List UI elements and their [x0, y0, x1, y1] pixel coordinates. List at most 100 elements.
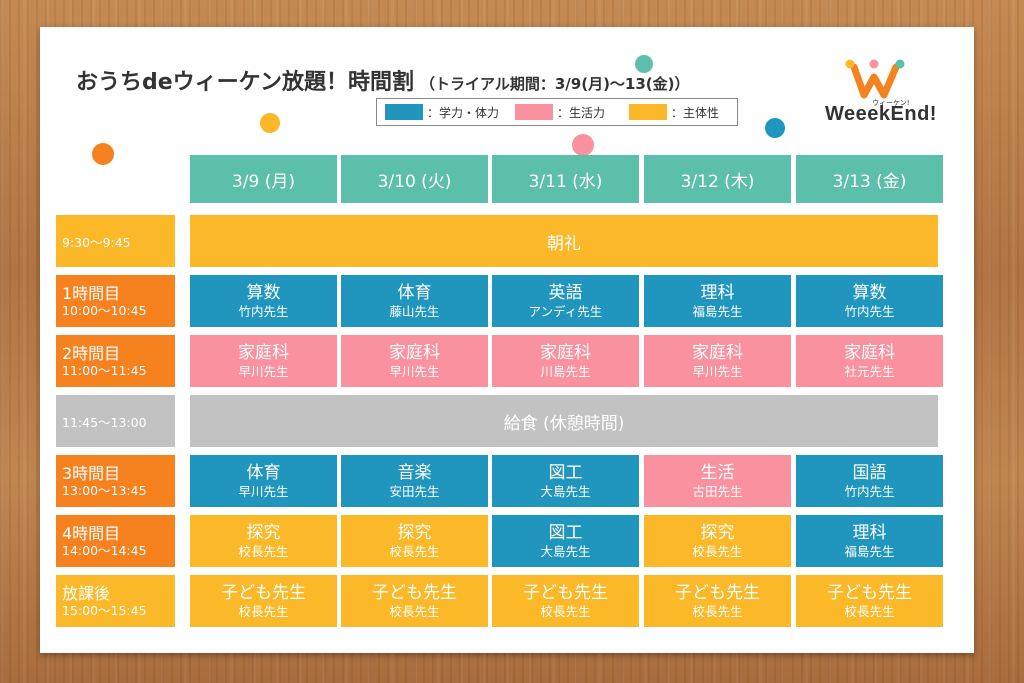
legend-item-life: ：生活力 [515, 104, 605, 120]
period-name: 3時間目 [62, 464, 121, 483]
lesson-teacher: 校長先生 [540, 603, 591, 619]
lesson-teacher: 安田先生 [389, 483, 440, 499]
lesson-subject: 音楽 [397, 462, 432, 483]
lesson-subject: 子ども先生 [675, 582, 760, 603]
logo-text: WeeekEnd! [825, 103, 937, 125]
lesson-teacher: 校長先生 [238, 543, 289, 559]
legend: ：学力・体力 ：生活力 ：主体性 [376, 98, 738, 126]
lesson-cell: 理科 福島先生 [796, 515, 943, 567]
logo-small-text: ウィーケン! [872, 99, 910, 107]
decor-dot-orange [92, 143, 114, 165]
lesson-teacher: 校長先生 [692, 603, 743, 619]
lesson-cell: 体育 早川先生 [190, 455, 337, 507]
period-time-cell: 1時間目 10:00〜10:45 [56, 275, 175, 327]
page-title: おうちdeウィーケン放題！時間割 （トライアル期間：3/9(月)〜13(金)） [76, 64, 690, 96]
lesson-cell: 図工 大島先生 [492, 455, 639, 507]
period-time-cell: 9:30〜9:45 [56, 215, 175, 267]
title-main: おうちdeウィーケン放題！時間割 [76, 70, 415, 95]
period-name: 1時間目 [62, 284, 121, 303]
title-subtitle: （トライアル期間：3/9(月)〜13(金)） [420, 75, 690, 93]
lesson-cell: 家庭科 早川先生 [644, 335, 791, 387]
lesson-cell: 算数 竹内先生 [796, 275, 943, 327]
period-name: 4時間目 [62, 524, 121, 543]
period-time-cell: 4時間目 14:00〜14:45 [56, 515, 175, 567]
lesson-cell: 家庭科 川島先生 [492, 335, 639, 387]
period-time-cell: 11:45〜13:00 [56, 395, 175, 447]
legend-label: ：学力・体力 [427, 105, 500, 120]
lesson-subject: 家庭科 [389, 342, 440, 363]
lesson-subject: 理科 [852, 522, 887, 543]
lesson-subject: 家庭科 [540, 342, 591, 363]
decor-dot-blue [765, 118, 785, 138]
lesson-teacher: 早川先生 [389, 363, 440, 379]
lesson-teacher: 校長先生 [389, 603, 440, 619]
decor-dot-teal [635, 55, 653, 73]
lesson-cell: 家庭科 社元先生 [796, 335, 943, 387]
lesson-teacher: 大島先生 [540, 543, 591, 559]
lesson-teacher: 大島先生 [540, 483, 591, 499]
lesson-cell: 生活 古田先生 [644, 455, 791, 507]
lesson-subject: 子ども先生 [372, 582, 457, 603]
day-header: 3/10 (火) [341, 155, 488, 203]
lesson-teacher: 竹内先生 [844, 303, 895, 319]
lesson-teacher: 福島先生 [692, 303, 743, 319]
lesson-subject: 生活 [700, 462, 735, 483]
lesson-cell: 子ども先生 校長先生 [190, 575, 337, 627]
lesson-subject: 図工 [548, 522, 583, 543]
lesson-teacher: 竹内先生 [844, 483, 895, 499]
lesson-subject: 算数 [246, 282, 281, 303]
decor-dot-pink [572, 134, 594, 156]
lesson-teacher: 早川先生 [238, 363, 289, 379]
lesson-teacher: 川島先生 [540, 363, 591, 379]
legend-swatch-blue [385, 104, 423, 120]
period-time: 14:00〜14:45 [62, 543, 147, 558]
lesson-teacher: 福島先生 [844, 543, 895, 559]
lesson-cell: 探究 校長先生 [644, 515, 791, 567]
logo-w-mark-icon [845, 59, 905, 99]
legend-label: ：生活力 [557, 105, 606, 120]
lesson-teacher: 社元先生 [844, 363, 895, 379]
lesson-teacher: 校長先生 [692, 543, 743, 559]
lesson-cell: 子ども先生 校長先生 [341, 575, 488, 627]
lesson-subject: 探究 [397, 522, 432, 543]
lesson-subject: 理科 [700, 282, 735, 303]
legend-label: ：主体性 [671, 105, 720, 120]
lesson-teacher: 竹内先生 [238, 303, 289, 319]
lesson-subject: 子ども先生 [827, 582, 912, 603]
lesson-cell: 算数 竹内先生 [190, 275, 337, 327]
lesson-subject: 家庭科 [692, 342, 743, 363]
lesson-cell: 体育 藤山先生 [341, 275, 488, 327]
legend-item-academic: ：学力・体力 [385, 104, 499, 120]
full-width-event: 朝礼 [190, 215, 938, 267]
lesson-teacher: 校長先生 [844, 603, 895, 619]
lesson-teacher: 藤山先生 [389, 303, 440, 319]
lesson-teacher: 早川先生 [692, 363, 743, 379]
period-time: 11:45〜13:00 [62, 414, 147, 430]
lesson-cell: 子ども先生 校長先生 [644, 575, 791, 627]
lesson-subject: 家庭科 [844, 342, 895, 363]
day-header: 3/11 (水) [492, 155, 639, 203]
lesson-cell: 国語 竹内先生 [796, 455, 943, 507]
decor-dot-yellow [260, 113, 280, 133]
period-time: 11:00〜11:45 [62, 363, 147, 378]
weekend-logo: ウィーケン! WeeekEnd! [820, 55, 942, 135]
period-time-cell: 放課後 15:00〜15:45 [56, 575, 175, 627]
period-time-cell: 3時間目 13:00〜13:45 [56, 455, 175, 507]
lesson-cell: 家庭科 早川先生 [190, 335, 337, 387]
lesson-cell: 図工 大島先生 [492, 515, 639, 567]
lesson-teacher: 校長先生 [238, 603, 289, 619]
period-name: 2時間目 [62, 344, 121, 363]
day-header: 3/12 (木) [644, 155, 791, 203]
period-time: 15:00〜15:45 [62, 603, 147, 618]
period-time: 13:00〜13:45 [62, 483, 147, 498]
lesson-subject: 体育 [397, 282, 432, 303]
lesson-teacher: 古田先生 [692, 483, 743, 499]
lesson-cell: 子ども先生 校長先生 [796, 575, 943, 627]
period-time: 10:00〜10:45 [62, 303, 147, 318]
day-header: 3/9 (月) [190, 155, 337, 203]
lesson-cell: 英語 アンディ先生 [492, 275, 639, 327]
lesson-subject: 算数 [852, 282, 887, 303]
day-header: 3/13 (金) [796, 155, 943, 203]
legend-item-initiative: ：主体性 [629, 104, 719, 120]
lesson-subject: 子ども先生 [221, 582, 306, 603]
